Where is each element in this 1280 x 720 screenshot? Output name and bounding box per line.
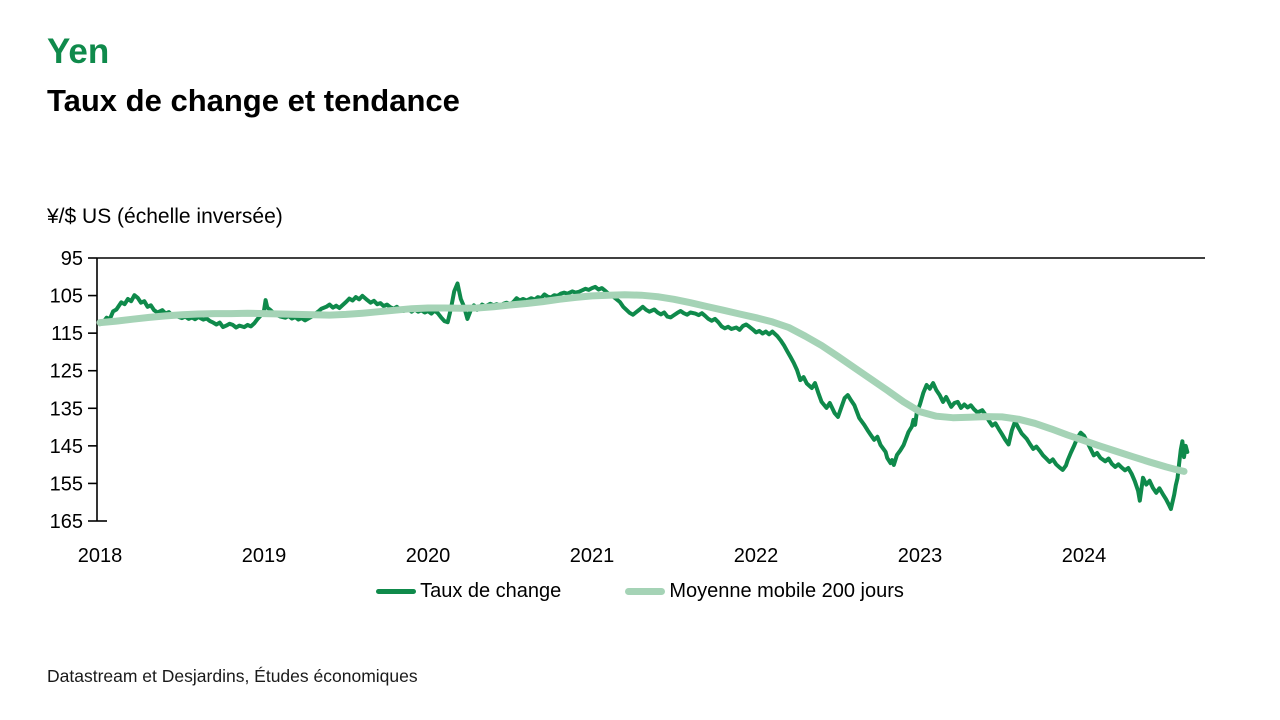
y-tick-label: 125 — [50, 361, 83, 383]
moving-average-line — [96, 291, 1188, 475]
page-title: Yen — [47, 32, 110, 71]
legend-label-rate: Taux de change — [420, 580, 562, 602]
y-tick-label: 155 — [50, 473, 83, 495]
x-tick-label: 2019 — [242, 545, 287, 567]
y-tick-label: 165 — [50, 511, 83, 533]
x-tick-label: 2023 — [898, 545, 943, 567]
rate-line — [98, 281, 1190, 511]
x-tick-label: 2020 — [406, 545, 451, 567]
page-subtitle: Taux de change et tendance — [47, 83, 460, 118]
y-tick-label: 135 — [50, 398, 83, 420]
ma-line-swatch-icon — [625, 588, 666, 595]
x-tick-label: 2018 — [78, 545, 123, 567]
x-tick-label: 2022 — [734, 545, 779, 567]
rate-line-swatch-icon — [376, 589, 417, 594]
y-tick-label: 105 — [50, 286, 83, 308]
legend: Taux de change Moyenne mobile 200 jours — [0, 580, 1280, 603]
y-tick-label: 145 — [50, 436, 83, 458]
y-tick-label: 95 — [61, 248, 83, 270]
x-tick-label: 2021 — [570, 545, 615, 567]
y-tick-label: 115 — [51, 323, 83, 345]
source-note: Datastream et Desjardins, Études économi… — [47, 666, 418, 686]
legend-item-rate: Taux de change — [376, 580, 561, 603]
legend-item-ma: Moyenne mobile 200 jours — [625, 580, 904, 603]
y-axis-title: ¥/$ US (échelle inversée) — [47, 205, 283, 228]
legend-label-ma: Moyenne mobile 200 jours — [669, 580, 904, 602]
x-tick-label: 2024 — [1062, 545, 1107, 567]
